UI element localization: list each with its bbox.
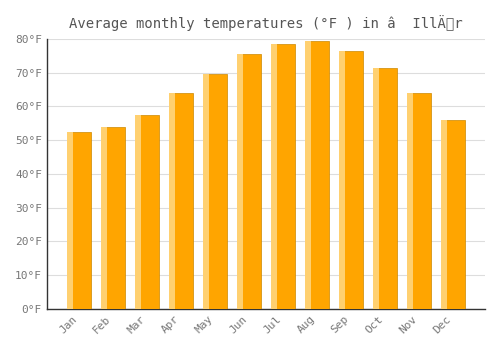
Bar	[101, 127, 107, 309]
Bar	[407, 93, 413, 309]
Bar	[271, 44, 277, 309]
Bar	[339, 51, 345, 309]
Bar	[169, 93, 175, 309]
Bar	[101, 127, 124, 309]
Title: Average monthly temperatures (°F ) in â  IllÄr: Average monthly temperatures (°F ) in â …	[69, 15, 462, 31]
Bar	[271, 44, 295, 309]
Bar	[67, 132, 90, 309]
Bar	[135, 115, 141, 309]
Bar	[305, 41, 329, 309]
Bar	[203, 75, 227, 309]
Bar	[135, 115, 158, 309]
Bar	[407, 93, 431, 309]
Bar	[237, 54, 243, 309]
Bar	[373, 68, 397, 309]
Bar	[442, 120, 447, 309]
Bar	[373, 68, 379, 309]
Bar	[169, 93, 192, 309]
Bar	[67, 132, 72, 309]
Bar	[339, 51, 363, 309]
Bar	[442, 120, 465, 309]
Bar	[237, 54, 261, 309]
Bar	[305, 41, 311, 309]
Bar	[203, 75, 209, 309]
